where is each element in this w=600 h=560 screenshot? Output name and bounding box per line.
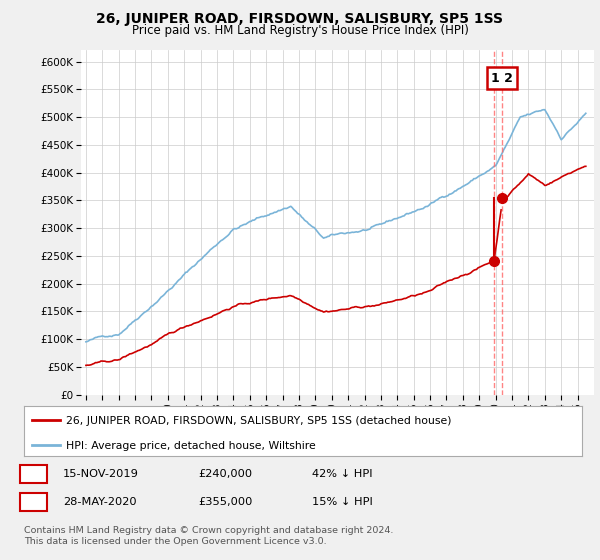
Text: Price paid vs. HM Land Registry's House Price Index (HPI): Price paid vs. HM Land Registry's House …	[131, 24, 469, 37]
Text: 1: 1	[30, 468, 37, 481]
Text: 2: 2	[30, 496, 37, 509]
Text: £240,000: £240,000	[198, 469, 252, 479]
Text: 15-NOV-2019: 15-NOV-2019	[63, 469, 139, 479]
Text: 15% ↓ HPI: 15% ↓ HPI	[312, 497, 373, 507]
Text: 26, JUNIPER ROAD, FIRSDOWN, SALISBURY, SP5 1SS (detached house): 26, JUNIPER ROAD, FIRSDOWN, SALISBURY, S…	[66, 416, 451, 426]
Text: £355,000: £355,000	[198, 497, 253, 507]
Text: 42% ↓ HPI: 42% ↓ HPI	[312, 469, 373, 479]
Text: 28-MAY-2020: 28-MAY-2020	[63, 497, 137, 507]
Text: Contains HM Land Registry data © Crown copyright and database right 2024.
This d: Contains HM Land Registry data © Crown c…	[24, 526, 394, 546]
Text: 26, JUNIPER ROAD, FIRSDOWN, SALISBURY, SP5 1SS: 26, JUNIPER ROAD, FIRSDOWN, SALISBURY, S…	[97, 12, 503, 26]
Text: HPI: Average price, detached house, Wiltshire: HPI: Average price, detached house, Wilt…	[66, 441, 316, 451]
Text: 1 2: 1 2	[491, 72, 513, 85]
